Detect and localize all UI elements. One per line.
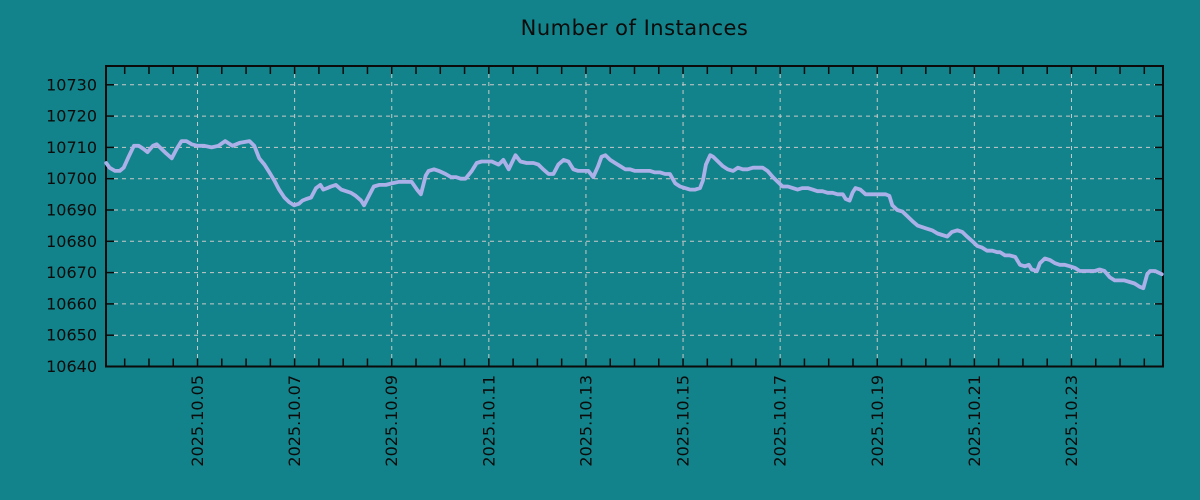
x-tick-label: 2025.10.21 [965, 375, 984, 467]
x-tick-label: 2025.10.15 [674, 375, 693, 467]
y-tick-label: 10640 [46, 357, 97, 376]
x-tick-label: 2025.10.09 [382, 375, 401, 467]
x-tick-label: 2025.10.07 [285, 375, 304, 467]
y-tick-label: 10690 [46, 200, 97, 219]
x-tick-label: 2025.10.11 [479, 375, 498, 467]
chart-title: Number of Instances [520, 16, 749, 40]
plot-border [105, 65, 1164, 368]
y-tick-label: 10680 [46, 232, 97, 251]
y-tick-label: 10670 [46, 263, 97, 282]
data-line [104, 139, 1164, 291]
y-tick-label: 10650 [46, 326, 97, 345]
y-tick-label: 10720 [46, 107, 97, 126]
x-tick-label: 2025.10.23 [1062, 375, 1081, 467]
x-tick-label: 2025.10.17 [771, 375, 790, 467]
y-tick-label: 10660 [46, 294, 97, 313]
y-tick-label: 10710 [46, 138, 97, 157]
x-tick-label: 2025.10.13 [576, 375, 595, 467]
y-tick-label: 10730 [46, 75, 97, 94]
x-tick-label: 2025.10.05 [188, 375, 207, 467]
x-tick-label: 2025.10.19 [868, 375, 887, 467]
y-tick-label: 10700 [46, 169, 97, 188]
